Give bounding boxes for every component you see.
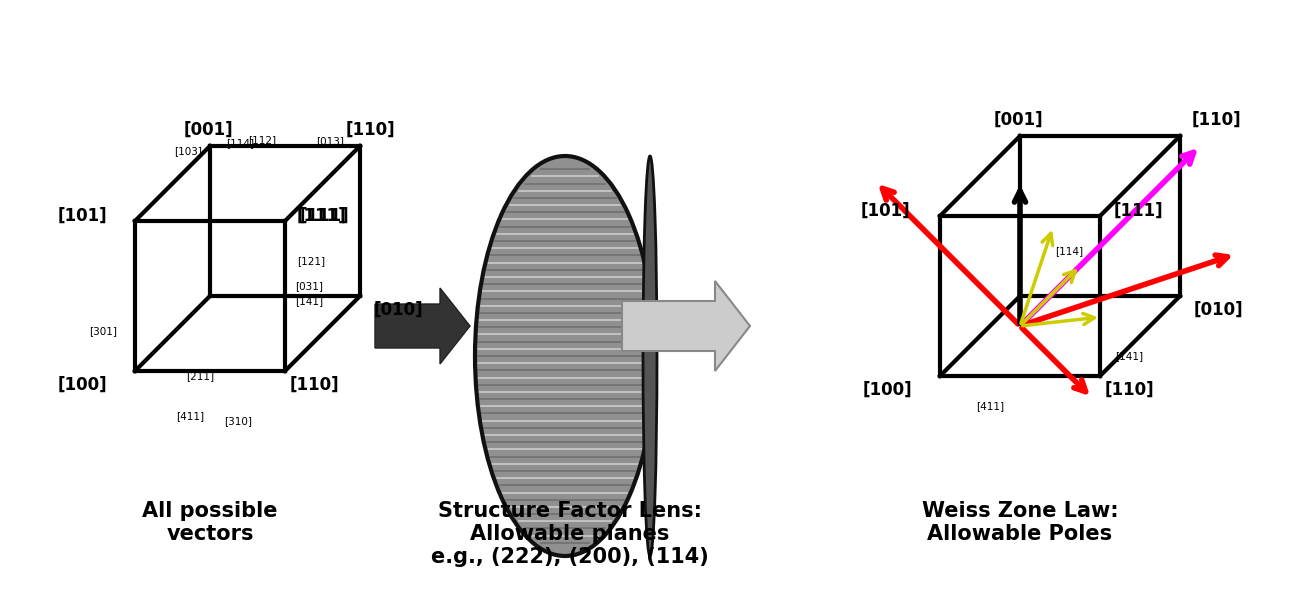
Text: [110]: [110] bbox=[289, 376, 340, 394]
Text: [001]: [001] bbox=[183, 121, 233, 139]
Text: [001]: [001] bbox=[994, 111, 1043, 129]
Text: [110]: [110] bbox=[1105, 381, 1155, 399]
Text: [121]: [121] bbox=[297, 256, 326, 266]
Text: [211]: [211] bbox=[186, 371, 214, 381]
Text: [101]: [101] bbox=[57, 207, 107, 225]
Text: [013]: [013] bbox=[317, 136, 344, 146]
Text: [310]: [310] bbox=[224, 416, 252, 426]
Polygon shape bbox=[621, 281, 749, 371]
Text: [411]: [411] bbox=[975, 401, 1004, 411]
Text: [114]: [114] bbox=[226, 138, 255, 148]
Text: Weiss Zone Law:
Allowable Poles: Weiss Zone Law: Allowable Poles bbox=[921, 501, 1119, 544]
Text: [111]: [111] bbox=[300, 207, 350, 225]
Text: [101]: [101] bbox=[860, 202, 910, 220]
Text: All possible
vectors: All possible vectors bbox=[142, 501, 278, 544]
Text: [010]: [010] bbox=[373, 301, 424, 319]
Text: [031]: [031] bbox=[295, 281, 323, 291]
Text: [301]: [301] bbox=[89, 326, 118, 336]
Text: [141]: [141] bbox=[1115, 351, 1143, 361]
Text: [110]: [110] bbox=[1193, 111, 1242, 129]
Text: [100]: [100] bbox=[57, 376, 107, 394]
Text: [110]: [110] bbox=[345, 121, 395, 139]
Text: [010]: [010] bbox=[1194, 301, 1244, 319]
Ellipse shape bbox=[643, 156, 658, 556]
Ellipse shape bbox=[475, 156, 655, 556]
Text: [411]: [411] bbox=[176, 411, 204, 421]
Text: [100]: [100] bbox=[862, 381, 912, 399]
Text: [141]: [141] bbox=[295, 296, 323, 306]
Polygon shape bbox=[375, 288, 470, 364]
Text: [111]: [111] bbox=[297, 207, 346, 225]
Text: [111]: [111] bbox=[1114, 202, 1164, 220]
Text: Structure Factor Lens:
Allowable planes
e.g., (222), (200), (114): Structure Factor Lens: Allowable planes … bbox=[432, 501, 709, 567]
Text: [103]: [103] bbox=[174, 146, 202, 156]
Text: [114]: [114] bbox=[1056, 246, 1083, 256]
Text: [112]: [112] bbox=[248, 135, 276, 145]
